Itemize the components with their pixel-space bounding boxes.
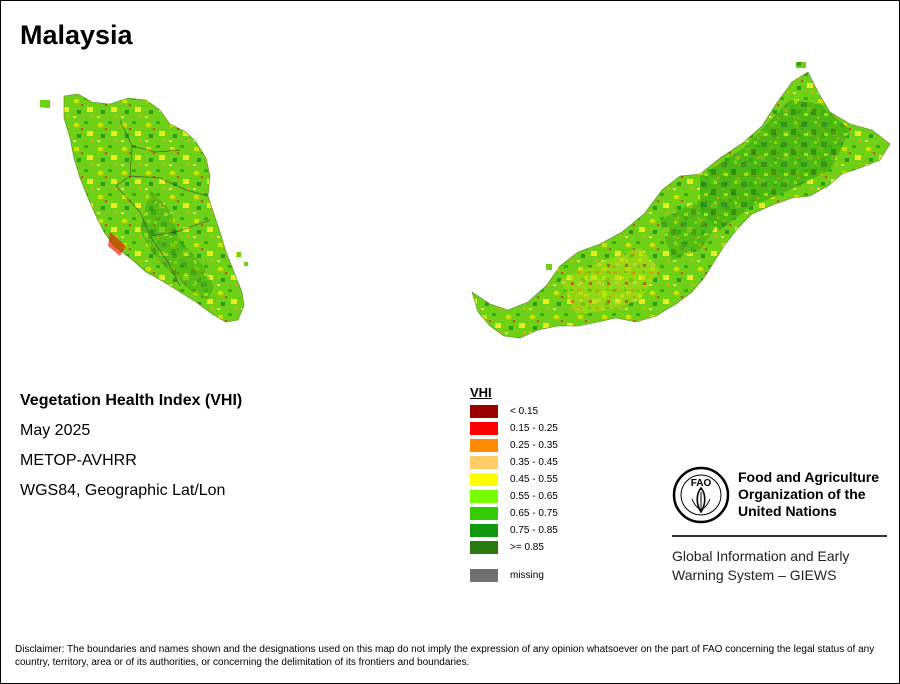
legend-item-missing: missing [470,569,544,582]
fao-logo-text: FAO [691,478,712,489]
legend-item: 0.55 - 0.65 [470,490,558,503]
legend-label: 0.35 - 0.45 [510,457,558,468]
map-title: Malaysia [20,20,133,50]
legend-label: < 0.15 [510,406,539,417]
legend-item: < 0.15 [470,405,538,418]
index-name: Vegetation Health Index (VHI) [20,392,243,409]
legend-item: 0.15 - 0.25 [470,422,558,435]
legend-swatch [470,422,498,435]
east-malaysia [471,62,891,339]
legend-swatch [470,456,498,469]
legend-label: 0.65 - 0.75 [510,508,558,519]
fao-name-line: United Nations [738,503,837,519]
peninsular-malaysia [40,93,248,323]
giews-line: Warning System – GIEWS [672,567,837,583]
fao-name-line: Organization of the [738,486,866,502]
legend-item: 0.25 - 0.35 [470,439,558,452]
legend-label: 0.75 - 0.85 [510,525,558,536]
legend-title: VHI [470,385,492,400]
legend-swatch [470,439,498,452]
legend-swatch [470,507,498,520]
period: May 2025 [20,422,91,439]
legend-label: 0.45 - 0.55 [510,474,558,485]
fao-name: Food and Agriculture Organization of the… [738,469,879,520]
giews-name: Global Information and Early Warning Sys… [672,547,849,585]
legend-label: missing [510,570,544,581]
legend-swatch [470,569,498,582]
legend-item: >= 0.85 [470,541,544,554]
legend-item: 0.75 - 0.85 [470,524,558,537]
vhi-map [40,62,891,339]
legend-swatch [470,473,498,486]
legend-label: 0.25 - 0.35 [510,440,558,451]
projection: WGS84, Geographic Lat/Lon [20,482,226,499]
legend-label: 0.55 - 0.65 [510,491,558,502]
legend-swatch [470,524,498,537]
legend-label: >= 0.85 [510,542,544,553]
divider [672,535,887,537]
legend-swatch [470,490,498,503]
disclaimer: Disclaimer: The boundaries and names sho… [15,644,875,668]
legend-label: 0.15 - 0.25 [510,423,558,434]
legend-swatch [470,405,498,418]
legend-item: 0.45 - 0.55 [470,473,558,486]
fao-logo: FAO [672,466,730,524]
legend-item: 0.35 - 0.45 [470,456,558,469]
fao-name-line: Food and Agriculture [738,469,880,485]
legend-swatch [470,541,498,554]
sensor: METOP-AVHRR [20,452,137,469]
legend-item: 0.65 - 0.75 [470,507,558,520]
giews-line: Global Information and Early [672,548,850,564]
